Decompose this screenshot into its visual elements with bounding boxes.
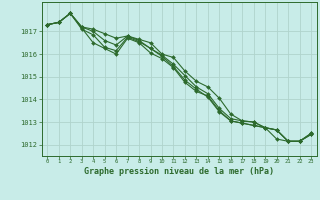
- X-axis label: Graphe pression niveau de la mer (hPa): Graphe pression niveau de la mer (hPa): [84, 167, 274, 176]
